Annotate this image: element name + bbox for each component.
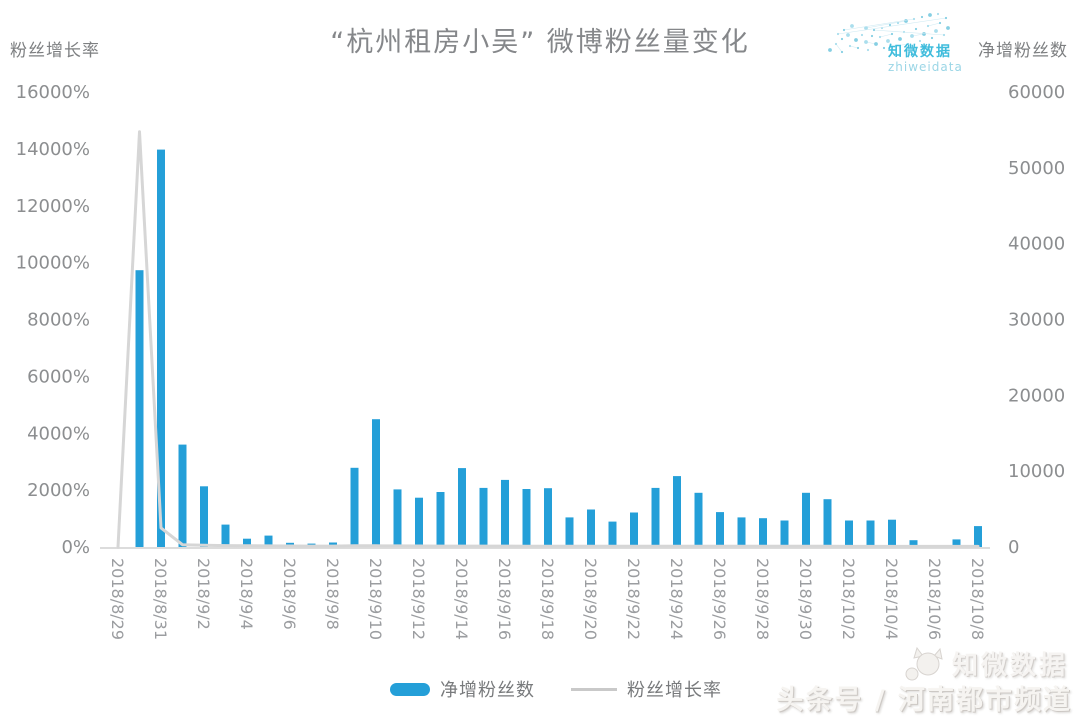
bar-series-swatch-icon [390,682,430,696]
left-axis-tick-label: 16000% [16,82,90,103]
net-fans-bar [673,476,681,547]
left-axis-tick-label: 14000% [16,139,90,160]
net-fans-bar [221,524,230,547]
left-axis-tick-label: 0% [61,537,90,558]
net-fans-bar [651,487,660,547]
left-axis-tick-label: 4000% [27,423,90,444]
growth-rate-line [116,130,980,549]
net-fans-bar [264,535,273,547]
left-axis-tick-label: 10000% [16,253,90,274]
x-axis-tick-label: 2018/9/18 [538,558,557,640]
net-fans-bar [909,540,918,547]
net-fans-bar [135,270,144,547]
channel-watermark-text: 头条号 / 河南都市频道 [776,685,1072,716]
right-axis-tick-label: 0 [1008,537,1019,558]
net-fans-bar [694,492,703,547]
leopard-dots-icon [828,12,950,54]
x-axis-tick-label: 2018/9/28 [753,558,772,640]
net-fans-bar [845,520,853,547]
right-axis-tick-label: 10000 [1008,461,1065,482]
net-fans-bar [501,479,509,547]
net-fans-bar [243,538,251,547]
x-axis-tick-label: 2018/9/10 [366,558,385,640]
right-axis-title: 净增粉丝数 [978,41,1068,61]
net-fans-bar [415,497,423,547]
left-axis-tick-label: 6000% [27,366,90,387]
x-axis-tick-label: 2018/10/6 [925,558,944,640]
net-fans-bar [522,489,531,547]
chart-legend: 净增粉丝数 粉丝增长率 [16,676,1080,702]
net-fans-bar [350,467,359,547]
net-fans-bar [952,539,961,547]
net-fans-bar [630,512,638,547]
right-axis-tick-label: 30000 [1008,310,1065,331]
zhiwei-logo: 知微数据 zhiweidata [828,12,962,74]
net-fans-bar [974,526,982,547]
x-axis-tick-label: 2018/9/30 [796,558,815,640]
net-fans-bar [157,149,165,547]
net-fans-bar [802,492,810,547]
right-axis-tick-label: 50000 [1008,158,1065,179]
right-axis-tick-label: 20000 [1008,385,1065,406]
x-axis-tick-label: 2018/9/20 [581,558,600,640]
net-fans-bar [608,521,617,547]
net-fans-bar [866,520,875,547]
net-fans-bar [178,444,187,547]
x-axis-tick-label: 2018/10/4 [882,558,901,640]
zhiwei-watermark-text: 知微数据 [951,651,1068,681]
logo-domain-text: zhiweidata [888,60,962,74]
x-axis-tick-label: 2018/10/2 [839,558,858,640]
net-fans-bar [780,520,789,547]
x-axis-tick-label: 2018/9/12 [409,558,428,640]
x-axis-tick-label: 2018/10/8 [968,558,987,640]
net-fans-bar [393,489,402,547]
net-fans-bar [200,486,208,547]
x-axis-tick-label: 2018/9/14 [452,558,471,640]
x-axis-tick-label: 2018/9/2 [194,558,213,630]
legend-item-line: 粉丝增长率 [571,676,722,702]
net-fans-bar [436,492,445,547]
right-axis-tick-label: 40000 [1008,234,1065,255]
left-axis-tick-label: 8000% [27,310,90,331]
x-axis-tick-label: 2018/9/22 [624,558,643,640]
x-axis-tick-label: 2018/9/8 [323,558,342,630]
net-fans-bar [458,468,466,547]
legend-label: 净增粉丝数 [440,680,535,701]
x-axis-tick-label: 2018/9/26 [710,558,729,640]
net-fans-bar [479,487,488,547]
net-fans-bar [737,517,746,547]
line-series-swatch-icon [571,687,617,691]
net-fans-bar [587,509,595,547]
x-axis-tick-label: 2018/9/4 [237,558,256,630]
x-axis-tick-label: 2018/9/6 [280,558,299,630]
logo-name-text: 知微数据 [888,43,952,60]
net-fans-bar [823,499,832,547]
zhiwei-watermark: 知微数据 [904,645,1068,682]
left-axis-tick-label: 2000% [27,480,90,501]
net-fans-bar [565,517,574,547]
left-axis-tick-label: 12000% [16,196,90,217]
right-axis-tick-label: 60000 [1008,82,1065,103]
x-axis-tick-label: 2018/8/31 [151,558,170,640]
legend-item-bars: 净增粉丝数 [390,676,535,702]
net-fans-bar [544,488,552,547]
net-fans-bar [759,518,767,547]
x-axis-tick-label: 2018/9/24 [667,558,686,640]
net-fans-bar [888,519,896,547]
net-fans-bar [372,419,380,547]
net-fans-bar [716,512,724,547]
chart-title: “杭州租房小吴” 微博粉丝量变化 [330,27,750,58]
left-axis-title: 粉丝增长率 [10,41,100,61]
watermark-cat-icon [905,646,943,680]
x-axis-tick-label: 2018/9/16 [495,558,514,640]
legend-label: 粉丝增长率 [627,680,722,701]
x-axis-tick-label: 2018/8/29 [108,558,127,640]
